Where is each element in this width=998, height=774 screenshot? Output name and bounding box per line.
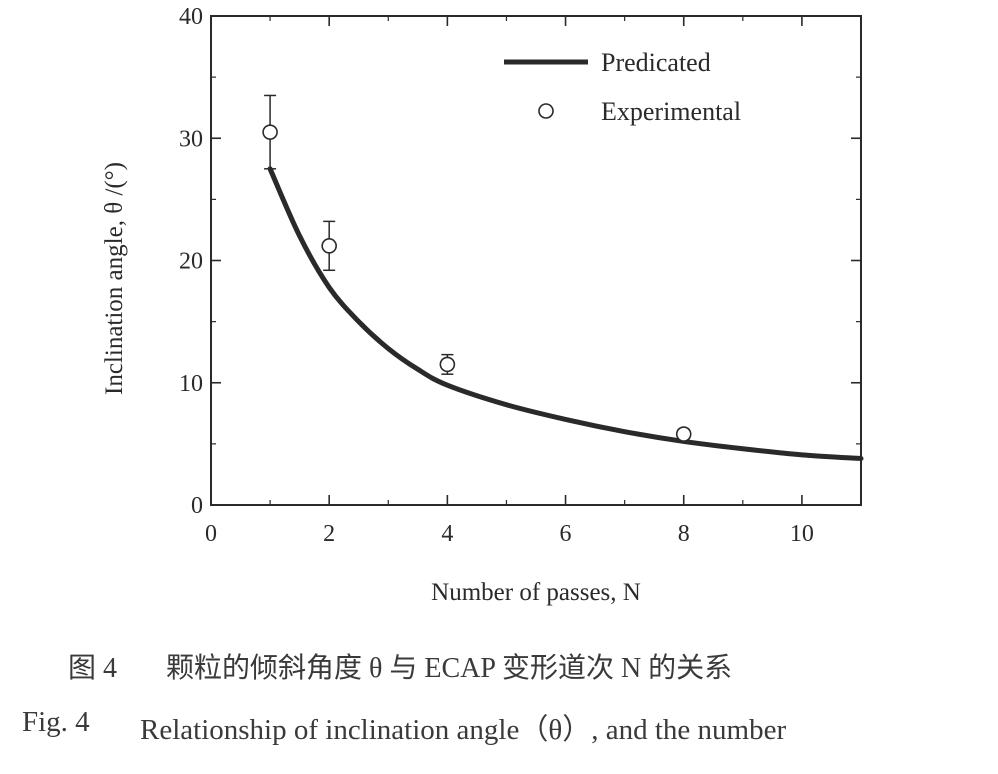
caption-english-label: Fig. 4 <box>22 706 90 738</box>
x-tick-label: 2 <box>323 521 335 547</box>
y-tick-label: 40 <box>179 4 203 30</box>
x-tick-label: 6 <box>560 521 572 547</box>
data-point-experimental <box>262 124 278 140</box>
x-axis-title: Number of passes, N <box>431 579 641 606</box>
data-point-experimental <box>439 356 456 373</box>
y-tick-label: 10 <box>179 371 203 397</box>
data-point-experimental <box>321 238 337 254</box>
x-tick-label: 10 <box>790 521 814 547</box>
caption-chinese-label: 图 4 <box>68 653 118 684</box>
y-axis-title: Inclination angle, θ /(°) <box>101 162 128 395</box>
chart: 0 2 4 6 8 10 0 10 20 30 40 Number of passes, N Incli… <box>101 4 864 606</box>
y-tick-label: 0 <box>191 493 203 519</box>
caption-english-text: Relationship of inclination angle（θ）, an… <box>140 714 787 746</box>
legend-marker-experimental <box>538 103 554 119</box>
y-tick-label: 20 <box>179 249 203 275</box>
plot-series <box>262 94 864 462</box>
series-line-predicated <box>267 166 864 462</box>
caption-chinese-text: 颗粒的倾斜角度 θ 与 ECAP 变形道次 N 的关系 <box>166 653 733 684</box>
data-point-experimental <box>675 426 692 442</box>
axes: 0 2 4 6 8 10 0 10 20 30 40 Number of passes, N Incli… <box>101 4 862 606</box>
x-tick-label: 4 <box>441 521 453 547</box>
x-tick-label: 8 <box>678 521 690 547</box>
legend-label-experimental: Experimental <box>601 97 741 126</box>
y-tick-label: 30 <box>179 126 203 152</box>
legend-label-predicated: Predicated <box>601 48 711 77</box>
x-tick-label: 0 <box>205 521 217 547</box>
legend: Predicated Experimental <box>504 48 741 126</box>
plot-frame <box>210 15 862 506</box>
